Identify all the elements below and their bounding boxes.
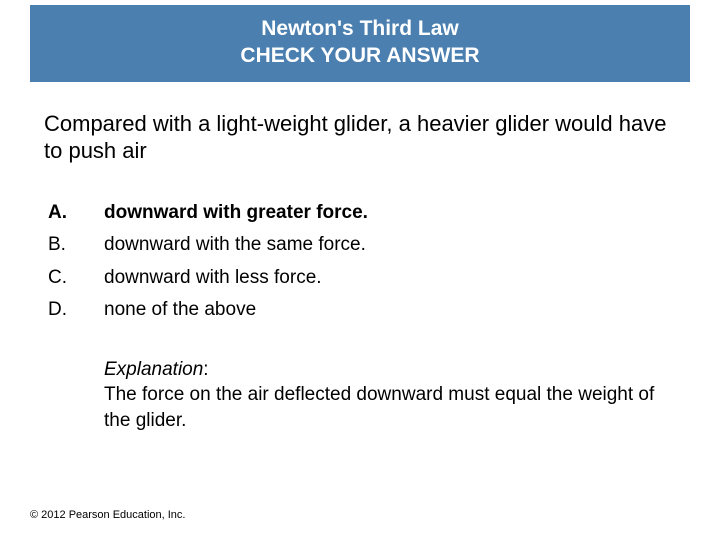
option-letter: D. — [48, 296, 104, 325]
options-list: A. downward with greater force. B. downw… — [44, 199, 676, 325]
option-letter: A. — [48, 199, 104, 228]
header-banner: Newton's Third Law CHECK YOUR ANSWER — [30, 5, 690, 82]
option-letter: B. — [48, 231, 104, 260]
explanation-label: Explanation — [104, 359, 203, 380]
footer-copyright: © 2012 Pearson Education, Inc. — [30, 509, 185, 521]
explanation-label-line: Explanation: — [104, 357, 676, 383]
option-c: C. downward with less force. — [48, 264, 676, 293]
option-a: A. downward with greater force. — [48, 199, 676, 228]
explanation-text: The force on the air deflected downward … — [104, 382, 676, 433]
explanation-block: Explanation: The force on the air deflec… — [44, 357, 676, 434]
content-area: Compared with a light-weight glider, a h… — [0, 82, 720, 434]
question-text: Compared with a light-weight glider, a h… — [44, 110, 676, 165]
option-text: downward with the same force. — [104, 231, 676, 260]
header-subtitle: CHECK YOUR ANSWER — [30, 42, 690, 69]
option-b: B. downward with the same force. — [48, 231, 676, 260]
option-d: D. none of the above — [48, 296, 676, 325]
option-letter: C. — [48, 264, 104, 293]
option-text: downward with less force. — [104, 264, 676, 293]
option-text: none of the above — [104, 296, 676, 325]
option-text: downward with greater force. — [104, 199, 676, 228]
header-title: Newton's Third Law — [30, 15, 690, 42]
